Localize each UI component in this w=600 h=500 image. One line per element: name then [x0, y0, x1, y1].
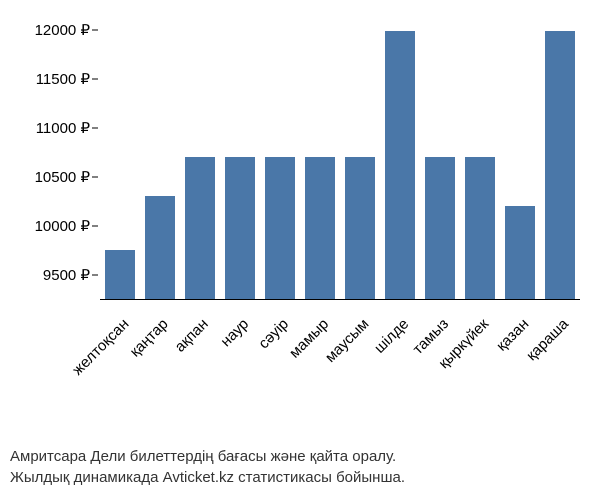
y-tick-mark: [92, 128, 98, 129]
y-tick-mark: [92, 78, 98, 79]
bar: [505, 206, 535, 299]
y-tick-label: 11000 ₽: [36, 119, 90, 137]
caption-line-1: Амритсара Дели билеттердің бағасы және қ…: [10, 446, 590, 467]
x-tick-label: қаңтар: [127, 315, 172, 360]
bar: [385, 31, 415, 299]
y-tick-mark: [92, 275, 98, 276]
y-tick-mark: [92, 226, 98, 227]
x-tick-label: маусым: [322, 315, 373, 366]
x-tick-label: наур: [217, 315, 252, 350]
chart-caption: Амритсара Дели билеттердің бағасы және қ…: [10, 446, 590, 488]
y-axis: 9500 ₽ 10000 ₽ 10500 ₽ 11000 ₽ 11500 ₽ 12000 …: [10, 20, 98, 300]
bar: [185, 157, 215, 299]
bar: [265, 157, 295, 299]
bar: [465, 157, 495, 299]
y-tick-mark: [92, 177, 98, 178]
x-axis-labels: желтоқсанқаңтарақпаннаурсәуірмамырмаусым…: [100, 305, 580, 435]
bars-group: [100, 20, 580, 299]
x-tick-label: желтоқсан: [69, 315, 132, 378]
chart-container: 9500 ₽ 10000 ₽ 10500 ₽ 11000 ₽ 11500 ₽ 12000 …: [10, 10, 590, 440]
x-tick-label: қараша: [523, 315, 572, 364]
y-tick-mark: [92, 29, 98, 30]
caption-line-2: Жылдық динамикада Avticket.kz статистика…: [10, 467, 590, 488]
bar: [425, 157, 455, 299]
plot-area: [100, 20, 580, 300]
y-tick-label: 9500 ₽: [43, 266, 90, 284]
bar: [345, 157, 375, 299]
bar: [225, 157, 255, 299]
x-tick-label: сәуір: [255, 315, 292, 352]
bar: [145, 196, 175, 299]
y-tick-label: 10000 ₽: [35, 217, 90, 235]
y-tick-label: 11500 ₽: [36, 70, 90, 88]
x-tick-label: ақпан: [172, 315, 212, 355]
x-tick-label: шілде: [371, 315, 412, 356]
y-tick-label: 12000 ₽: [35, 21, 90, 39]
y-tick-label: 10500 ₽: [35, 168, 90, 186]
bar: [105, 250, 135, 299]
bar: [545, 31, 575, 299]
bar: [305, 157, 335, 299]
